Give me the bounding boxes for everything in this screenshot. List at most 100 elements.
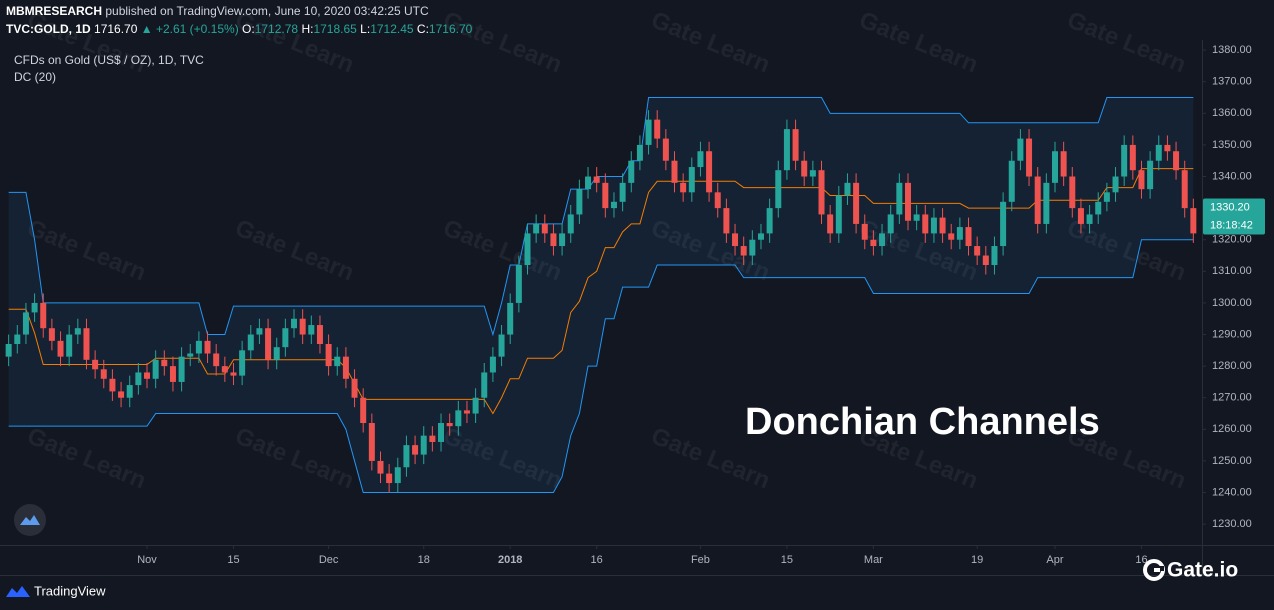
candle-body <box>956 227 963 240</box>
x-tick-label: 16 <box>591 554 603 566</box>
candle-body <box>1069 176 1076 209</box>
candle-body <box>403 445 410 468</box>
candle-body <box>1095 201 1102 215</box>
candle-body <box>930 217 937 234</box>
candle-body <box>913 214 920 221</box>
candle-body <box>835 195 842 234</box>
chart-title: CFDs on Gold (US$ / OZ), 1D, TVC <box>14 53 204 67</box>
symbol-line: TVC:GOLD, 1D 1716.70 ▲ +2.61 (+0.15%) O:… <box>6 22 473 36</box>
candle-body <box>256 328 263 335</box>
countdown: 18:18:42 <box>1210 219 1253 231</box>
indicator-name: DC (20) <box>14 70 56 84</box>
candle-body <box>783 129 790 171</box>
change: ▲ +2.61 (+0.15%) <box>141 22 239 36</box>
c-value: 1716.70 <box>429 22 473 36</box>
candle-body <box>1077 208 1084 224</box>
candle-body <box>316 325 323 345</box>
candle-body <box>870 239 877 247</box>
candle-body <box>325 344 332 367</box>
candle-body <box>809 170 816 177</box>
candle-body <box>723 208 730 234</box>
candle-body <box>974 246 981 256</box>
candle-body <box>1129 144 1136 171</box>
channel-upper <box>8 97 1194 337</box>
candle-body <box>965 227 972 247</box>
candle-body <box>5 344 12 357</box>
x-tick-label: Mar <box>864 554 883 566</box>
y-tick-label: 1360.00 <box>1212 107 1252 119</box>
candle-body <box>1164 144 1171 152</box>
candle-body <box>109 378 116 392</box>
candle-body <box>541 223 548 234</box>
candle-body <box>619 182 626 202</box>
candle-body <box>1173 151 1180 171</box>
candle-body <box>178 356 185 382</box>
x-tick-label: 19 <box>971 554 983 566</box>
candle-body <box>766 208 773 234</box>
x-tick-label: 2018 <box>498 554 522 566</box>
candle-body <box>118 391 125 398</box>
publish-line: MBMRESEARCH published on TradingView.com… <box>6 4 429 18</box>
candle-body <box>1121 144 1128 177</box>
candle-body <box>412 445 419 455</box>
candle-body <box>922 214 929 234</box>
y-tick-label: 1350.00 <box>1212 139 1252 151</box>
candle-body <box>1190 208 1197 234</box>
candle-body <box>749 239 756 256</box>
candle-body <box>239 350 246 376</box>
candle-body <box>585 176 592 190</box>
candle-body <box>1112 176 1119 193</box>
candle-body <box>74 328 81 335</box>
candle-body <box>1026 138 1033 177</box>
candle-body <box>213 353 220 367</box>
candle-body <box>455 410 462 427</box>
candle-body <box>861 223 868 240</box>
candle-body <box>100 369 107 379</box>
candle-body <box>438 423 445 442</box>
c-label: C: <box>417 22 429 36</box>
x-tick-label: 15 <box>781 554 793 566</box>
candle-body <box>446 423 453 427</box>
candle-body <box>662 138 669 161</box>
candle-body <box>342 356 349 379</box>
y-tick-label: 1260.00 <box>1212 423 1252 435</box>
y-tick-label: 1280.00 <box>1212 360 1252 372</box>
y-tick-label: 1370.00 <box>1212 76 1252 88</box>
candle-body <box>853 182 860 224</box>
candle-body <box>1034 176 1041 224</box>
y-tick-label: 1230.00 <box>1212 518 1252 530</box>
candle-body <box>22 312 29 335</box>
candle-body <box>230 372 237 376</box>
y-tick-label: 1380.00 <box>1212 44 1252 56</box>
candle-body <box>40 302 47 329</box>
x-tick-label: Feb <box>691 554 710 566</box>
candle-body <box>991 246 998 266</box>
candle-body <box>757 233 764 240</box>
candle-body <box>57 340 64 357</box>
y-tick-label: 1250.00 <box>1212 455 1252 467</box>
candle-body <box>195 340 202 354</box>
y-tick-label: 1290.00 <box>1212 328 1252 340</box>
candle-body <box>144 372 151 379</box>
x-tick-label: 18 <box>418 554 430 566</box>
candle-body <box>732 233 739 247</box>
candle-body <box>1155 144 1162 161</box>
price: 1716.70 <box>94 22 138 36</box>
x-tick-label: 15 <box>227 554 239 566</box>
candle-body <box>187 353 194 357</box>
candle-body <box>533 223 540 234</box>
candle-body <box>66 334 73 357</box>
y-tick-label: 1310.00 <box>1212 265 1252 277</box>
h-value: 1718.65 <box>313 22 357 36</box>
plot-area <box>5 97 1197 494</box>
candle-body <box>714 192 721 209</box>
h-label: H: <box>301 22 313 36</box>
candle-body <box>610 201 617 209</box>
candle-body <box>818 170 825 215</box>
candle-body <box>645 119 652 145</box>
last-price-label: 1330.20 <box>1210 201 1250 213</box>
gate-text: Gate.io <box>1167 559 1238 582</box>
candle-body <box>291 318 298 329</box>
channel-lower <box>8 239 1194 494</box>
